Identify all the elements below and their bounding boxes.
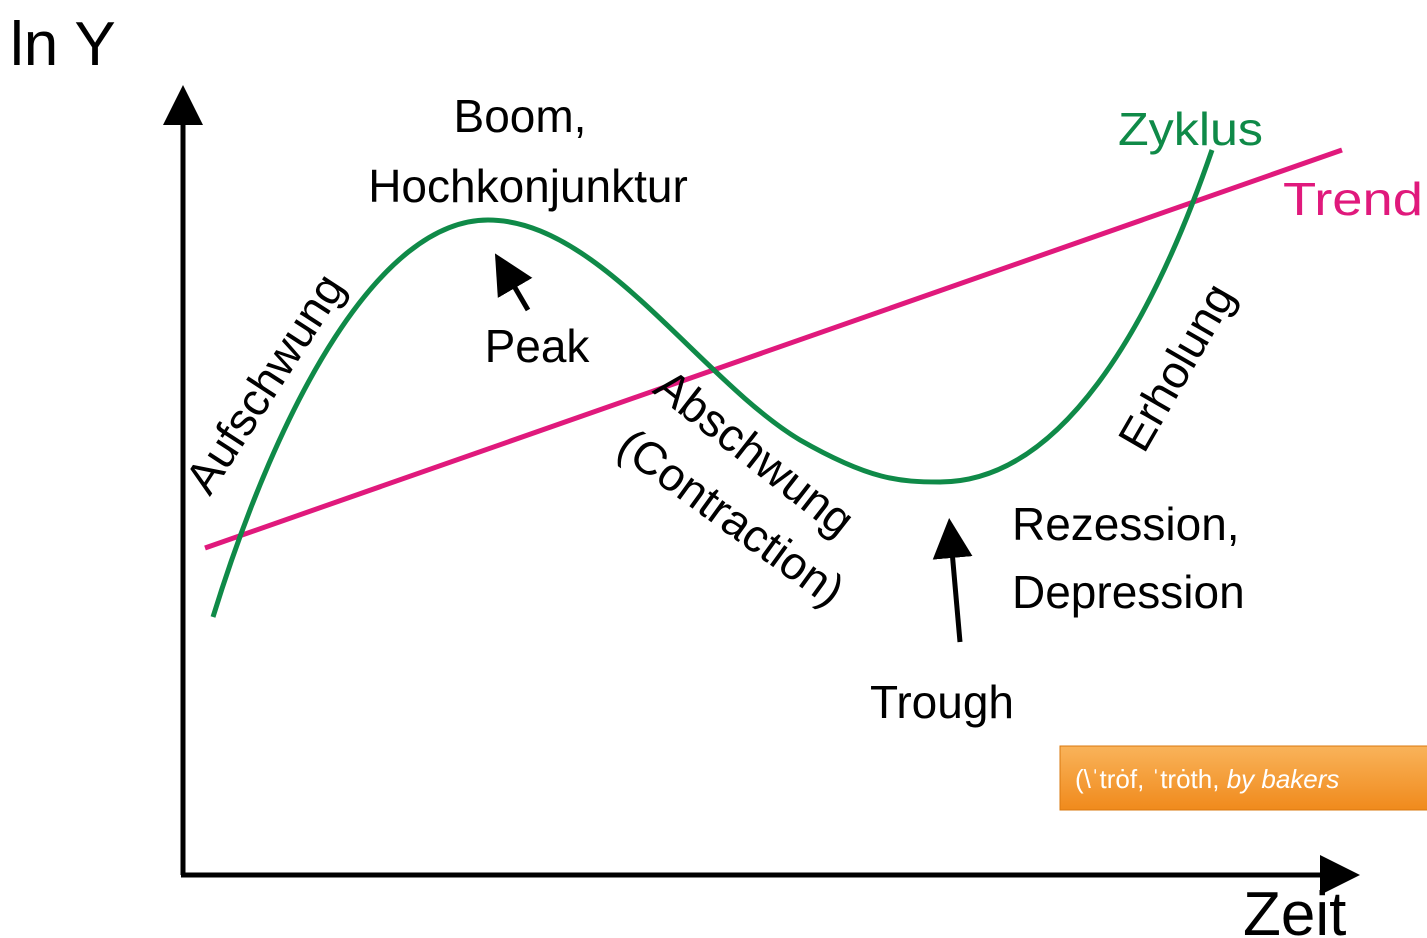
x-axis-label: Zeit	[1243, 880, 1346, 938]
trend-line	[204, 147, 1343, 551]
trough-arrow	[932, 518, 973, 643]
boom-label: Hochkonjunktur	[368, 160, 688, 212]
peak-label: Peak	[485, 320, 591, 372]
tooltip-box	[1059, 745, 1427, 811]
y-axis-label: ln Y	[10, 10, 116, 79]
recession-label: Rezession,	[1012, 498, 1240, 550]
tooltip-text: (\ˈtrȯf, ˈtrȯth, by bakers	[1075, 764, 1339, 794]
trend-label: Trend	[1283, 173, 1423, 225]
peak-arrow	[494, 253, 533, 312]
tooltip-pronunciation: (\ˈtrȯf, ˈtrȯth,	[1075, 764, 1219, 794]
upswing-label: Aufschwung	[175, 264, 355, 502]
recovery-label: Erholung	[1108, 274, 1245, 459]
boom-label: Boom,	[454, 90, 587, 142]
cycle-curve	[210, 149, 1215, 618]
trough-label: Trough	[870, 676, 1014, 728]
recession-label: Depression	[1012, 566, 1245, 618]
cycle-label: Zyklus	[1118, 103, 1263, 155]
tooltip-italic: by bakers	[1227, 764, 1340, 794]
